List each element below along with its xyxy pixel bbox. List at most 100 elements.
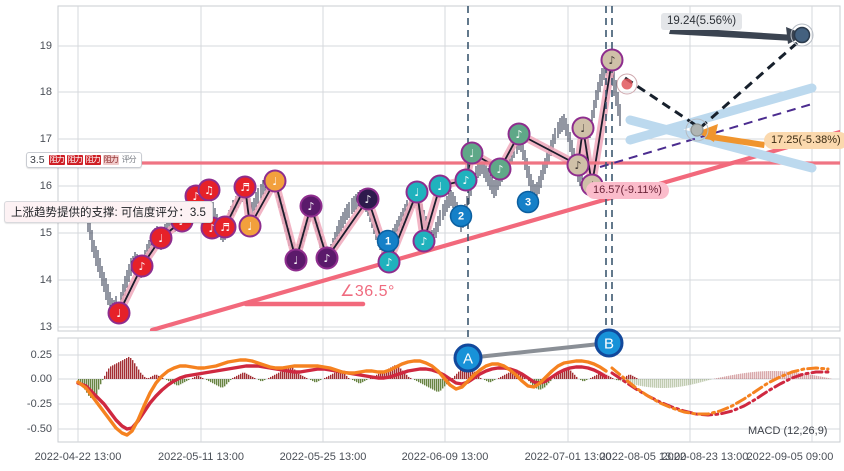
- wave-note-marker[interactable]: ♩: [405, 180, 429, 204]
- wave-note-marker[interactable]: ♪: [412, 229, 436, 253]
- macd-hist-bar: [608, 375, 610, 379]
- wave-note-marker[interactable]: ♪: [377, 250, 401, 274]
- projection-mid-badge[interactable]: 17.25(-5.38%): [764, 132, 844, 149]
- macd-hist-bar: [240, 373, 242, 379]
- wave-note-marker[interactable]: ♩: [428, 174, 452, 198]
- macd-hist-bar: [258, 379, 260, 381]
- macd-hist-bar: [340, 370, 342, 379]
- macd-hist-bar-forecast: [684, 379, 686, 386]
- macd-hist-bar: [562, 369, 564, 379]
- macd-hist-bar: [286, 368, 288, 379]
- svg-text:♪: ♪: [385, 256, 392, 269]
- macd-hist-bar: [518, 370, 520, 379]
- macd-hist-bar: [500, 376, 502, 379]
- macd-hist-bar-forecast: [828, 378, 830, 379]
- score-chip-4: 阻力: [102, 155, 119, 165]
- macd-lines: [76, 358, 830, 437]
- wave-note-marker[interactable]: ♪: [299, 194, 323, 218]
- macd-hist-bar-forecast: [738, 373, 740, 379]
- macd-hist-bar-forecast: [634, 379, 636, 385]
- projection-low-badge[interactable]: 16.57(-9.11%): [586, 182, 669, 199]
- wave-note-marker[interactable]: ♪: [566, 153, 590, 177]
- macd-hist-bar-forecast: [802, 373, 804, 379]
- svg-text:♩: ♩: [116, 307, 121, 320]
- macd-hist-bar: [392, 366, 394, 379]
- wave-note-marker[interactable]: ♪: [507, 122, 531, 146]
- macd-hist-bar: [320, 379, 322, 381]
- macd-hist-bar-forecast: [746, 372, 748, 379]
- macd-hist-bar-forecast: [676, 379, 678, 388]
- wave-note-marker[interactable]: ♩: [107, 301, 131, 325]
- macd-hist-bar: [550, 379, 552, 382]
- macd-hist-bar: [156, 374, 158, 379]
- macd-hist-bar-forecast: [758, 371, 760, 379]
- macd-hist-bar: [448, 379, 450, 383]
- macd-hist-bar: [246, 373, 248, 379]
- wave-note-marker[interactable]: ♪: [454, 168, 478, 192]
- macd-point-b[interactable]: B: [594, 328, 624, 358]
- macd-hist-bar: [636, 377, 638, 379]
- macd-hist-bar: [198, 375, 200, 379]
- macd-hist-bar: [352, 379, 354, 381]
- macd-hist-bar: [478, 375, 480, 379]
- macd-hist-bar-forecast: [820, 376, 822, 379]
- trend-support-callout[interactable]: 上涨趋势提供的支撑: 可信度评分：3.5: [4, 201, 213, 223]
- macd-hist-bar-forecast: [754, 371, 756, 379]
- wave-note-marker[interactable]: ♪: [356, 187, 380, 211]
- x-tick-3: 2022-06-09 13:00: [401, 451, 489, 463]
- numbered-marker[interactable]: 3: [516, 190, 540, 214]
- wave-note-marker[interactable]: ♬: [233, 175, 257, 199]
- macd-hist-bar-forecast: [740, 373, 742, 379]
- macd-hist-bar-forecast: [764, 371, 766, 379]
- macd-hist-bar: [260, 379, 262, 382]
- macd-hist-bar: [200, 376, 202, 379]
- wave-note-marker[interactable]: ♫: [197, 178, 221, 202]
- wave-note-marker[interactable]: ♪: [130, 254, 154, 278]
- macd-hist-bar: [362, 379, 364, 383]
- macd-hist-bar: [566, 368, 568, 379]
- y-tick-macd-0: 0.25: [30, 349, 52, 361]
- wave-note-marker[interactable]: ♩: [263, 169, 287, 193]
- macd-hist-bar: [520, 372, 522, 379]
- resistance-score-callout[interactable]: 3.5 阻力 阻力 阻力 阻力 评分: [26, 152, 142, 168]
- wave-note-marker[interactable]: ♩: [284, 248, 308, 272]
- macd-hist-bar: [92, 379, 94, 399]
- macd-hist-bar: [524, 376, 526, 379]
- macd-hist-bar: [492, 379, 494, 382]
- macd-hist-bar: [168, 379, 170, 382]
- macd-hist-bar: [498, 377, 500, 379]
- macd-hist-bar: [586, 379, 588, 381]
- macd-point-a[interactable]: A: [453, 343, 483, 373]
- numbered-marker[interactable]: 1: [376, 229, 400, 253]
- svg-text:♪: ♪: [574, 159, 581, 172]
- macd-hist-bar: [298, 373, 300, 379]
- wave-note-marker[interactable]: ♩: [460, 141, 484, 165]
- wave-note-marker[interactable]: ♪: [600, 48, 624, 72]
- y-tick-price-2: 17: [39, 133, 52, 145]
- macd-hist-bar-forecast: [824, 377, 826, 379]
- macd-hist-bar: [554, 376, 556, 379]
- wave-note-marker[interactable]: ♩: [149, 226, 173, 250]
- macd-hist-bar-forecast: [662, 379, 664, 388]
- wave-note-marker[interactable]: ♩: [571, 116, 595, 140]
- macd-hist-bar-forecast: [614, 379, 616, 380]
- macd-hist-bar: [512, 370, 514, 379]
- macd-hist-bar: [216, 379, 218, 386]
- macd-hist-bar: [354, 379, 356, 382]
- svg-text:♬: ♬: [240, 181, 250, 194]
- macd-hist-bar: [238, 374, 240, 379]
- macd-hist-bar: [438, 379, 440, 392]
- y-tick-price-3: 16: [39, 180, 52, 192]
- svg-text:♩: ♩: [469, 147, 474, 160]
- projection-high-badge[interactable]: 19.24(5.56%): [661, 13, 743, 30]
- wave-note-marker[interactable]: ♬: [213, 215, 237, 239]
- macd-hist-bar: [218, 379, 220, 387]
- numbered-marker[interactable]: 2: [449, 204, 473, 228]
- wave-note-marker[interactable]: ♪: [488, 157, 512, 181]
- macd-hist-bar: [102, 379, 104, 381]
- wave-note-marker[interactable]: ♩: [238, 214, 262, 238]
- macd-hist-bar: [162, 377, 164, 379]
- macd-hist-bar-forecast: [708, 379, 710, 381]
- wave-note-marker[interactable]: ♪: [315, 246, 339, 270]
- macd-hist-bar-forecast: [720, 377, 722, 379]
